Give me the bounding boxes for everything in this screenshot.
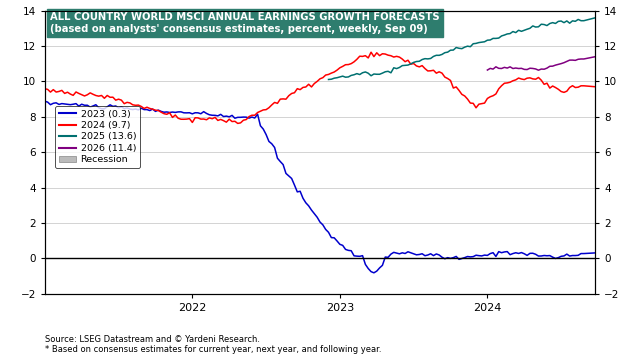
Legend: 2023 (0.3), 2024 (9.7), 2025 (13.6), 2026 (11.4), Recession: 2023 (0.3), 2024 (9.7), 2025 (13.6), 202…: [55, 106, 140, 168]
Text: ALL COUNTRY WORLD MSCI ANNUAL EARNINGS GROWTH FORECASTS
(based on analysts' cons: ALL COUNTRY WORLD MSCI ANNUAL EARNINGS G…: [51, 12, 440, 34]
Text: Source: LSEG Datastream and © Yardeni Research.
* Based on consensus estimates f: Source: LSEG Datastream and © Yardeni Re…: [45, 335, 381, 354]
